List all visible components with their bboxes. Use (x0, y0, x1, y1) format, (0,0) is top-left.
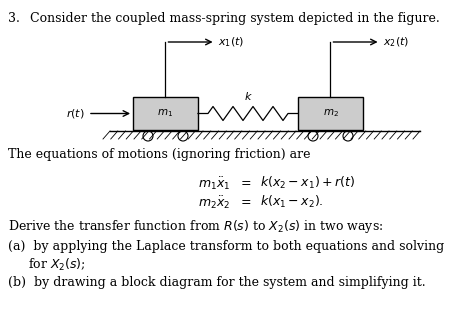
Text: $m_2$: $m_2$ (322, 108, 338, 119)
Text: $m_1\ddot{x}_1$: $m_1\ddot{x}_1$ (198, 175, 230, 192)
Text: $=$: $=$ (238, 194, 252, 207)
Text: $x_1(t)$: $x_1(t)$ (219, 35, 245, 49)
Bar (133, 97, 198, 130)
Bar (298, 97, 363, 130)
Text: Derive the transfer function from $R(s)$ to $X_2(s)$ in two ways:: Derive the transfer function from $R(s)$… (8, 218, 383, 235)
Text: $m_1$: $m_1$ (157, 108, 173, 119)
Text: $k$: $k$ (244, 90, 253, 101)
Text: for $X_2(s)$;: for $X_2(s)$; (28, 257, 86, 273)
Text: 3.: 3. (8, 12, 20, 25)
Text: $k(x_2 - x_1) + r(t)$: $k(x_2 - x_1) + r(t)$ (260, 175, 355, 191)
Circle shape (308, 131, 318, 141)
Text: $=$: $=$ (238, 175, 252, 188)
Text: Consider the coupled mass-spring system depicted in the figure.: Consider the coupled mass-spring system … (30, 12, 440, 25)
Circle shape (178, 131, 188, 141)
Text: $m_2\ddot{x}_2$: $m_2\ddot{x}_2$ (198, 194, 230, 211)
Circle shape (343, 131, 353, 141)
Text: $r(t)$: $r(t)$ (66, 107, 85, 120)
Text: $x_2(t)$: $x_2(t)$ (383, 35, 410, 49)
Text: The equations of motions (ignoring friction) are: The equations of motions (ignoring frict… (8, 148, 310, 161)
Text: (b)  by drawing a block diagram for the system and simplifying it.: (b) by drawing a block diagram for the s… (8, 276, 426, 289)
Circle shape (143, 131, 153, 141)
Text: (a)  by applying the Laplace transform to both equations and solving: (a) by applying the Laplace transform to… (8, 240, 444, 253)
Text: $k(x_1 - x_2).$: $k(x_1 - x_2).$ (260, 194, 324, 210)
